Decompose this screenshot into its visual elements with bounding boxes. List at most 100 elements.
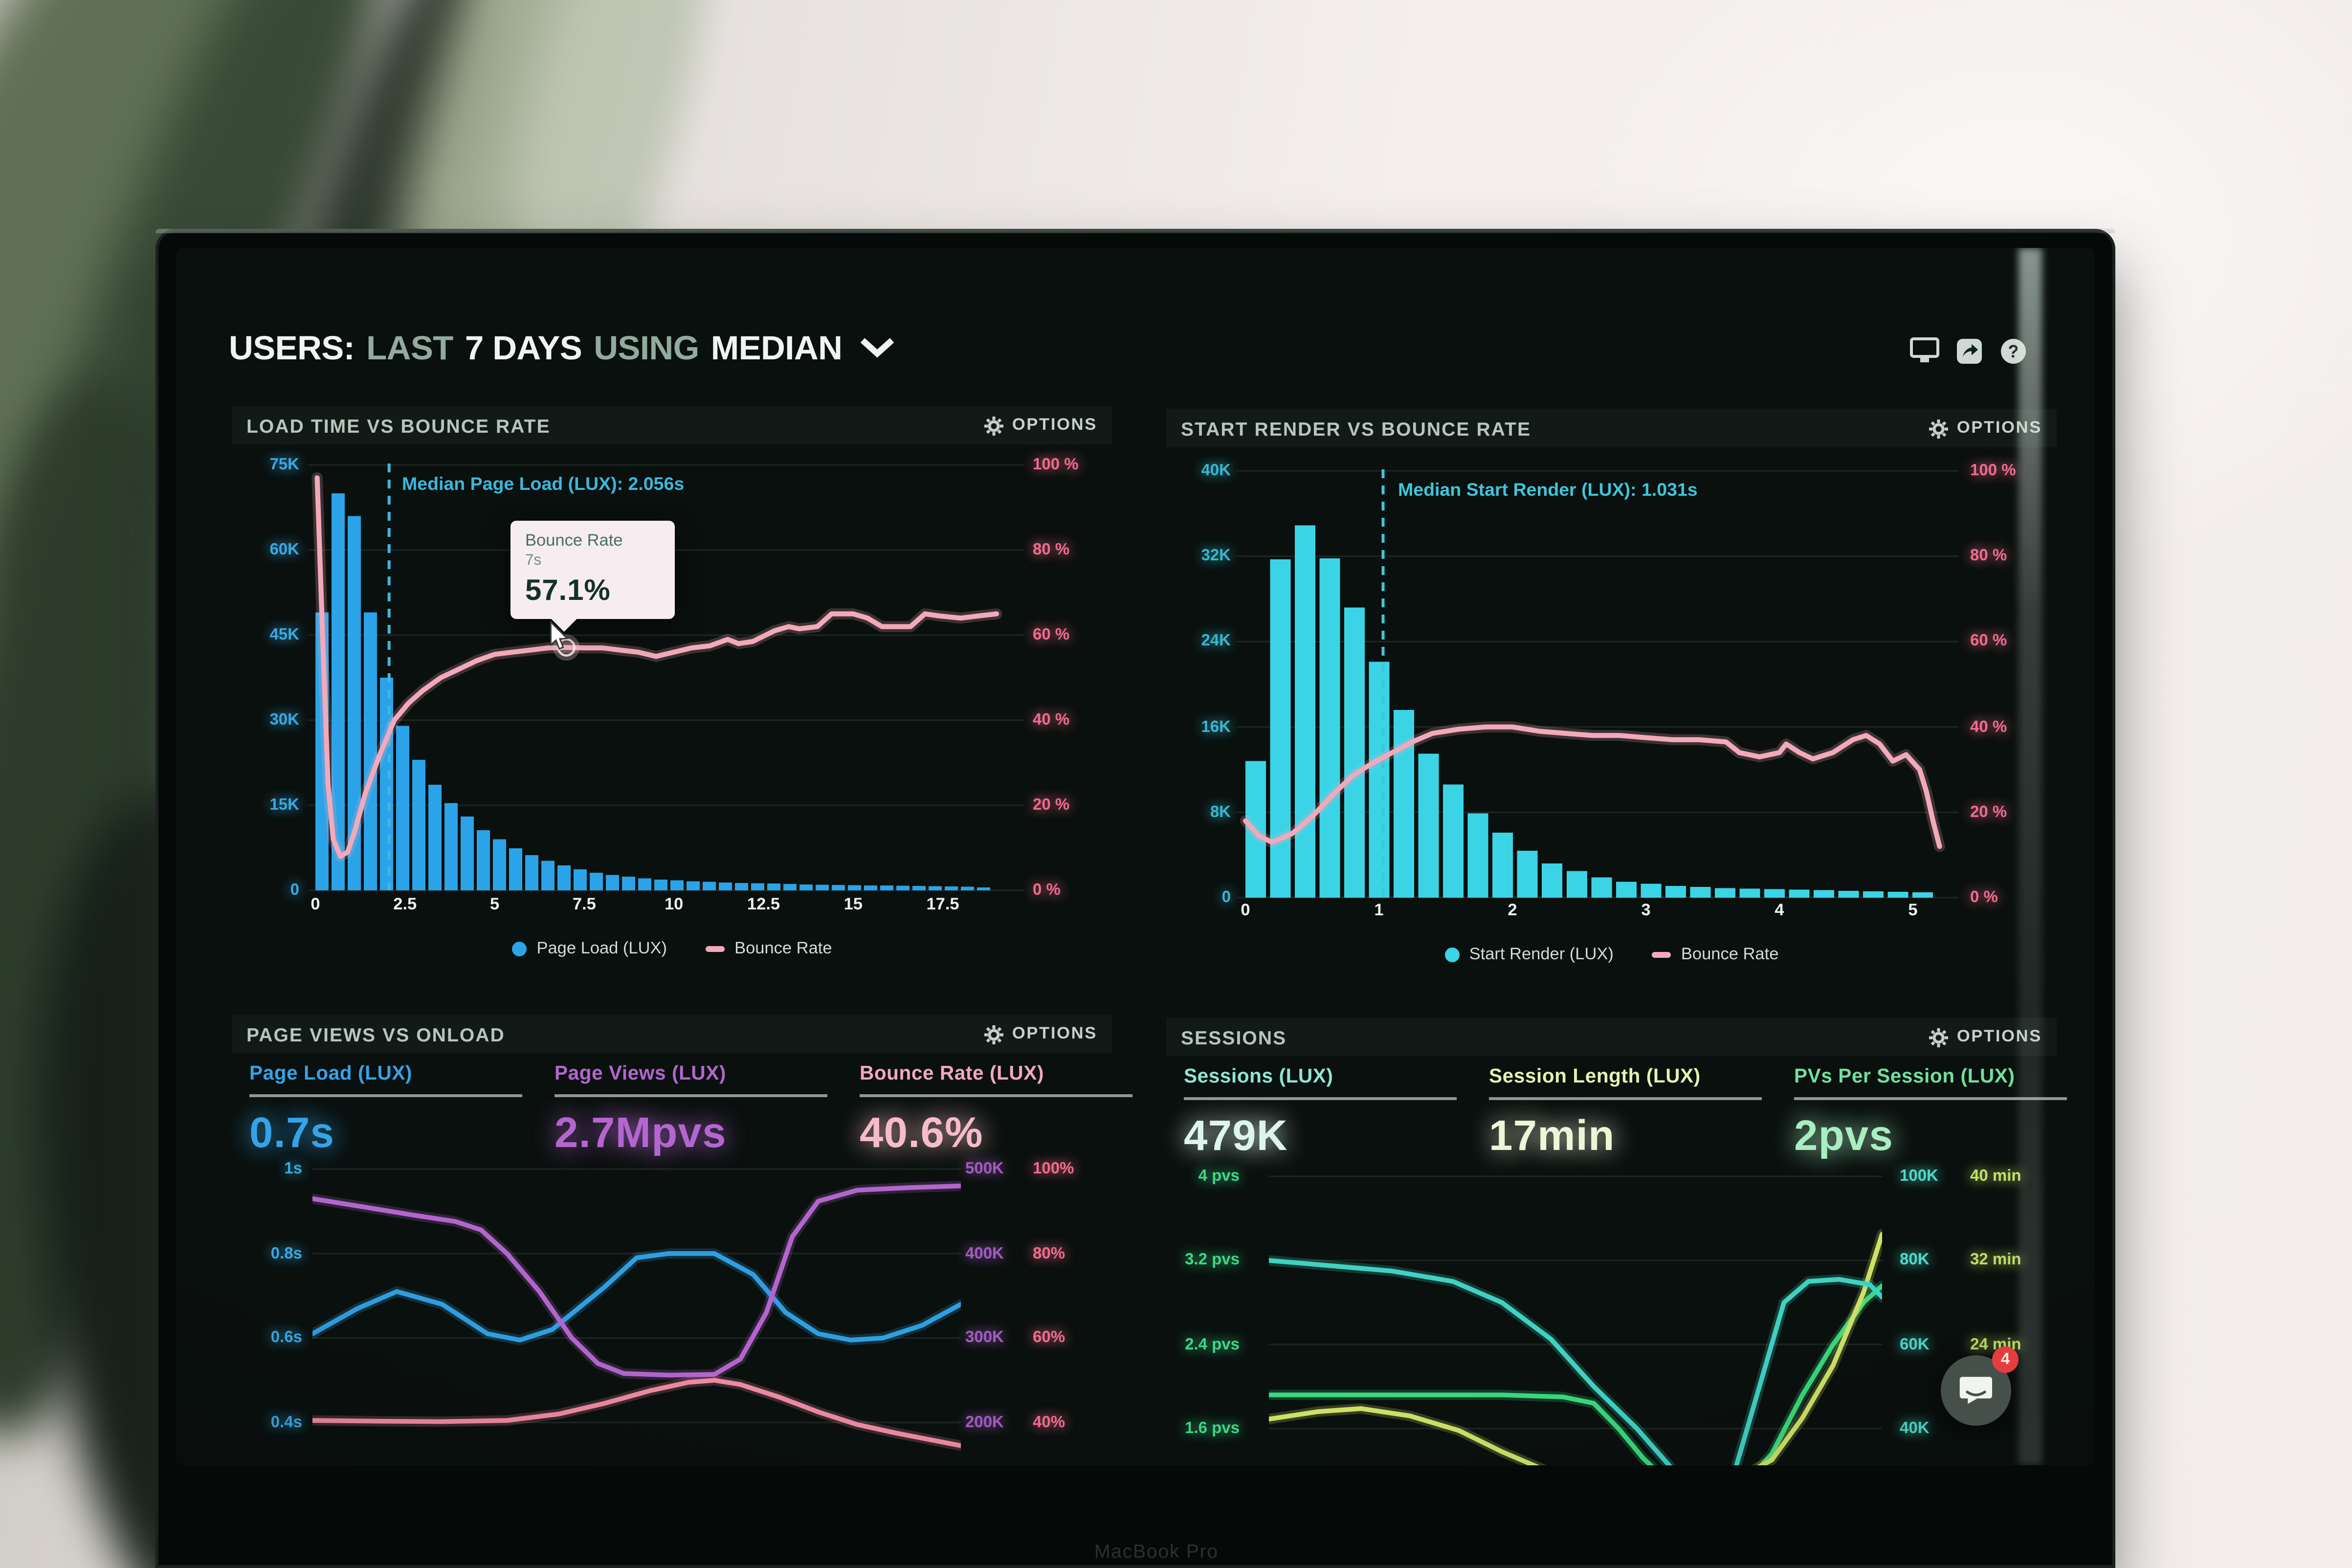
legend-bounce-rate[interactable]: Bounce Rate — [1651, 946, 1778, 964]
tick-label: 10 — [664, 896, 684, 914]
y-axis-left: 40K 32K 24K 16K 8K 0 — [1169, 462, 1231, 911]
metric-bounce-rate: Bounce Rate (LUX) 40.6% — [860, 1062, 1132, 1159]
tick-label: 3 — [1641, 902, 1651, 920]
options-label: OPTIONS — [1012, 1025, 1097, 1043]
tick-label: 3.2 pvs — [1185, 1251, 1240, 1269]
tick-label: 40K — [1201, 462, 1231, 480]
panel-header: START RENDER VS BOUNCE RATE OPTIONS — [1166, 409, 2057, 447]
tick-label: 0 % — [1033, 882, 1061, 899]
tick-label: 12.5 — [747, 896, 780, 914]
metric-underline — [1794, 1097, 2067, 1100]
load-time-chart[interactable]: Median Page Load (LUX): 2.056s — [308, 462, 1024, 902]
page-views-chart[interactable] — [312, 1154, 961, 1465]
users-filter-dropdown[interactable]: USERS: LAST 7 DAYS USING MEDIAN — [229, 321, 895, 374]
options-button[interactable]: OPTIONS — [984, 1024, 1097, 1044]
chat-bubble-icon — [1959, 1377, 1992, 1404]
tick-label: 5 — [489, 896, 500, 914]
legend-dot-icon — [511, 942, 527, 956]
tick-label: 2 — [1508, 902, 1517, 920]
metric-page-views: Page Views (LUX) 2.7Mpvs — [555, 1062, 827, 1159]
sessions-chart[interactable] — [1269, 1162, 1882, 1465]
tick-label: 8K — [1210, 803, 1231, 821]
start-render-chart[interactable]: Median Start Render (LUX): 1.031s — [1237, 468, 1958, 908]
metric-underline — [1184, 1097, 1457, 1100]
laptop: USERS: LAST 7 DAYS USING MEDIAN ? — [155, 229, 2115, 1568]
metric-page-load: Page Load (LUX) 0.7s — [249, 1062, 522, 1159]
tick-label: 0.4s — [270, 1413, 302, 1432]
title-last: LAST — [366, 328, 453, 366]
dashboard-screen: USERS: LAST 7 DAYS USING MEDIAN ? — [176, 248, 2095, 1465]
panel-header: PAGE VIEWS VS ONLOAD OPTIONS — [232, 1015, 1112, 1053]
legend-page-load[interactable]: Page Load (LUX) — [511, 940, 667, 958]
notification-badge: 4 — [1992, 1347, 2019, 1373]
tick-label: 400K — [965, 1244, 1004, 1262]
tick-label: 80% — [1033, 1244, 1065, 1262]
tick-label: 0 — [1241, 902, 1250, 920]
panel-title: SESSIONS — [1181, 1026, 1287, 1048]
options-button[interactable]: OPTIONS — [1929, 1027, 2042, 1047]
tick-label: 1.6 pvs — [1185, 1419, 1240, 1437]
tick-label: 2.4 pvs — [1185, 1335, 1240, 1353]
options-label: OPTIONS — [1956, 420, 2042, 437]
tick-label: 40 % — [1033, 711, 1070, 729]
tick-label: 1 — [1374, 902, 1384, 920]
options-button[interactable]: OPTIONS — [984, 416, 1097, 435]
tick-label: 0 % — [1970, 889, 1998, 906]
header-toolbar: ? — [1910, 336, 2027, 365]
panel-start-render-vs-bounce-rate: START RENDER VS BOUNCE RATE OPTIONS 40K 3… — [1166, 409, 2057, 999]
tick-label: 0 — [290, 882, 299, 899]
legend-start-render[interactable]: Start Render (LUX) — [1444, 946, 1614, 964]
y-axis-left: 1s 0.8s 0.6s 0.4s — [241, 1160, 302, 1465]
tick-label: 200K — [965, 1413, 1004, 1432]
tick-label: 0.6s — [270, 1329, 302, 1347]
tick-label: 60K — [1900, 1335, 1930, 1353]
laptop-brand-label: MacBook Pro — [1094, 1540, 1219, 1562]
tooltip-series: Bounce Rate — [525, 532, 623, 550]
tick-label: 20 % — [1033, 796, 1070, 814]
y-axis-right: 100 % 80 % 60 % 40 % 20 % 0 % — [1033, 456, 1106, 905]
y-axis-right-sessions: 100K 80K 60K 40K — [1900, 1168, 1961, 1465]
tick-label: 2.5 — [393, 896, 417, 914]
gear-icon — [1929, 1027, 1948, 1047]
tick-label: 20 % — [1970, 803, 2007, 821]
tick-label: 17.5 — [926, 896, 959, 914]
y-axis-right-pageviews: 500K 400K 300K 200K — [965, 1160, 1024, 1465]
metric-sessions: Sessions (LUX) 479K — [1184, 1065, 1457, 1162]
panel-load-time-vs-bounce-rate: LOAD TIME VS BOUNCE RATE OPTIONS 75K 60K 4… — [232, 406, 1112, 996]
tick-label: 60K — [269, 541, 299, 559]
tick-label: 24K — [1201, 633, 1231, 651]
chat-launcher-button[interactable]: 4 — [1941, 1347, 2019, 1426]
y-axis-left: 75K 60K 45K 30K 15K 0 — [238, 456, 299, 905]
median-annotation: Median Page Load (LUX): 2.056s — [402, 473, 684, 494]
metric-underline — [249, 1094, 522, 1097]
panel-header: SESSIONS OPTIONS — [1166, 1018, 2057, 1056]
options-button[interactable]: OPTIONS — [1929, 419, 2042, 438]
gear-icon — [1929, 419, 1948, 438]
title-users: USERS: — [229, 328, 355, 366]
legend-dash-icon — [1651, 952, 1671, 958]
tick-label: 60 % — [1970, 633, 2007, 651]
share-icon[interactable] — [1954, 336, 1983, 365]
metric-underline — [860, 1094, 1132, 1097]
tick-label: 60 % — [1033, 626, 1070, 644]
tick-label: 100% — [1033, 1160, 1074, 1178]
chevron-down-icon — [861, 338, 894, 358]
options-label: OPTIONS — [1956, 1028, 2042, 1046]
metric-underline — [1489, 1097, 1762, 1100]
tick-label: 4 pvs — [1198, 1168, 1240, 1185]
tick-label: 40K — [1900, 1419, 1930, 1437]
help-icon[interactable]: ? — [1998, 336, 2027, 365]
chart-tooltip: Bounce Rate 7s 57.1% — [510, 521, 675, 619]
y-axis-left: 4 pvs 3.2 pvs 2.4 pvs 1.6 pvs — [1166, 1168, 1240, 1465]
metric-underline — [555, 1094, 827, 1097]
chart-legend: Start Render (LUX) Bounce Rate — [1166, 946, 2057, 964]
tick-label: 7.5 — [572, 896, 596, 914]
display-icon[interactable] — [1910, 336, 1939, 365]
gear-icon — [984, 1024, 1003, 1044]
tick-label: 100 % — [1970, 462, 2016, 480]
legend-dash-icon — [705, 946, 725, 952]
tick-label: 80K — [1900, 1251, 1930, 1269]
legend-bounce-rate[interactable]: Bounce Rate — [705, 940, 832, 958]
tick-label: 15 — [843, 896, 863, 914]
